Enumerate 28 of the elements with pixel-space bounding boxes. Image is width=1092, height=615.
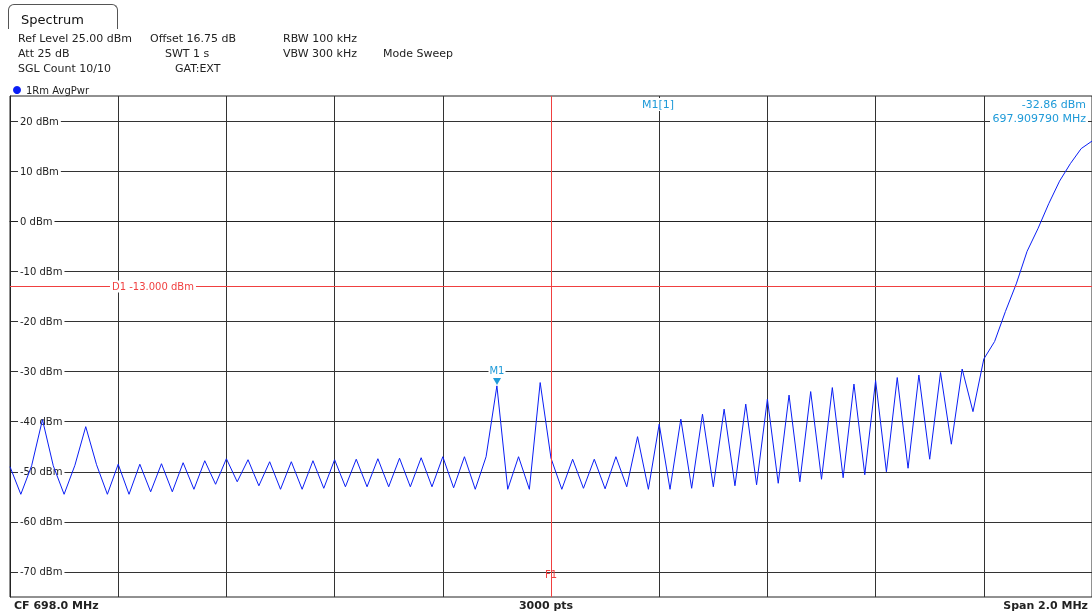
text: CF 698.0 MHz — [14, 599, 99, 612]
text: VBW 300 kHz — [283, 47, 357, 60]
y-tick-label: -10 dBm — [20, 265, 63, 277]
y-tick-label: -60 dBm — [20, 516, 63, 528]
ref-line-label: D1 -13.000 dBm — [112, 280, 194, 292]
text: GAT:EXT — [175, 62, 221, 75]
y-tick-label: -30 dBm — [20, 366, 63, 378]
annotation: 697.909790 MHz — [990, 112, 1088, 125]
chart-title: Spectrum — [21, 12, 84, 27]
y-tick-label: -70 dBm — [20, 566, 63, 578]
text: Offset 16.75 dB — [150, 32, 237, 45]
text: RBW 100 kHz — [283, 32, 358, 45]
text: Mode Sweep — [383, 47, 453, 60]
y-tick-label: 20 dBm — [20, 115, 59, 127]
y-tick-label: 10 dBm — [20, 165, 59, 177]
line-series — [9, 140, 1092, 495]
y-tick-label: 0 dBm — [20, 215, 53, 227]
text: Span 2.0 MHz — [1003, 599, 1088, 612]
y-tick-label: -20 dBm — [20, 315, 63, 327]
annotation: -32.86 dBm — [1019, 98, 1088, 111]
text: Ref Level 25.00 dBm — [18, 32, 133, 45]
text: Att 25 dB — [18, 47, 70, 60]
legend-label: 1Rm AvgPwr — [26, 84, 90, 96]
text: 3000 pts — [518, 599, 574, 612]
annotation: M1 — [488, 363, 506, 377]
text: SGL Count 10/10 — [18, 62, 111, 75]
annotation: M1[1] — [640, 98, 677, 111]
text: SWT 1 s — [165, 47, 210, 60]
